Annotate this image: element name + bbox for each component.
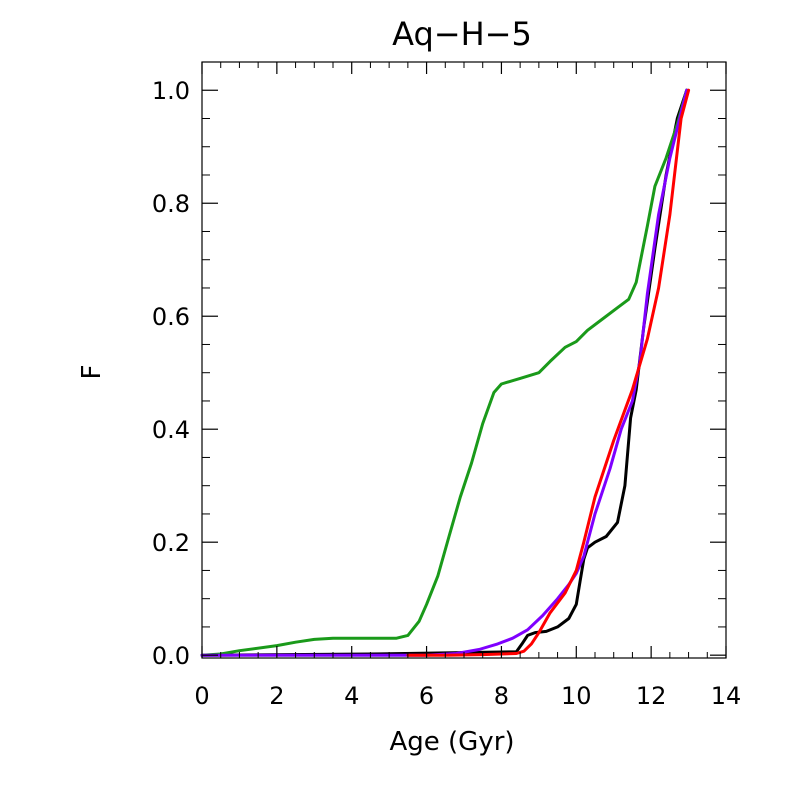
y-tick-label: 0.8 <box>152 190 190 218</box>
x-axis-title: Age (Gyr) <box>389 727 514 757</box>
plot-frame <box>201 61 727 659</box>
y-tick-label: 0.0 <box>152 642 190 670</box>
x-tick-label: 6 <box>419 682 434 710</box>
x-tick-label: 10 <box>561 682 592 710</box>
series-line-black <box>200 88 689 657</box>
y-tick-label: 0.4 <box>152 416 190 444</box>
x-tick-label: 14 <box>711 682 742 710</box>
series-line-green <box>200 88 689 657</box>
chart-title: Aq−H−5 <box>392 15 532 53</box>
series-layer <box>200 88 691 657</box>
x-axis: 0 2 4 6 8 10 12 14 <box>194 62 741 710</box>
y-tick-label: 1.0 <box>152 77 190 105</box>
x-tick-label: 8 <box>494 682 509 710</box>
y-axis: 0.0 0.2 0.4 0.6 0.8 1.0 <box>152 77 726 670</box>
x-tick-label: 2 <box>269 682 284 710</box>
series-line-red <box>406 88 691 657</box>
y-tick-label: 0.2 <box>152 529 190 557</box>
y-tick-label: 0.6 <box>152 303 190 331</box>
x-tick-label: 4 <box>344 682 359 710</box>
x-tick-label: 12 <box>636 682 667 710</box>
series-line-purple <box>200 88 689 657</box>
y-axis-title: F <box>77 365 107 380</box>
x-tick-label: 0 <box>194 682 209 710</box>
